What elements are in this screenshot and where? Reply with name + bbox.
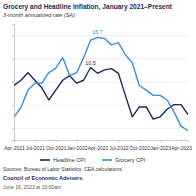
x-tick: Jan-2022: [67, 140, 88, 151]
x-tick: Jul-2022: [109, 140, 128, 151]
y-tick: [12, 59, 14, 60]
x-tick: Oct-2021: [46, 140, 67, 151]
legend: Headline CPI Grocery CPI: [40, 157, 146, 163]
x-tick-mark: [98, 140, 99, 142]
title: Grocery and Headline Inflation, January …: [3, 3, 173, 11]
x-axis-line: [15, 141, 189, 143]
x-tick-label: Jul-2021: [26, 145, 45, 151]
y-tick: [12, 105, 14, 106]
subtitle: 3-month annualized rate (SA): [3, 12, 75, 18]
plot-area: [14, 37, 188, 130]
y-tick-mark: [12, 59, 14, 60]
y-axis-line: [12, 25, 15, 141]
x-tick: Jul-2021: [26, 140, 45, 151]
x-tick-mark: [118, 140, 119, 142]
note: Council of Economic Advisers: [3, 175, 82, 181]
x-tick-mark: [77, 140, 78, 142]
grid-line: [14, 128, 188, 129]
data-label: 15.7: [92, 29, 103, 35]
y-axis: [12, 25, 15, 141]
grid: [14, 36, 188, 129]
note: Sources: Bureau of Labor Statistics; CEA…: [3, 166, 123, 172]
y-tick-mark: [12, 82, 14, 83]
x-tick-label: Apr-2021: [4, 145, 25, 151]
y-tick: [12, 36, 14, 37]
legend-swatch: [102, 159, 112, 161]
x-tick-label: Jul-2022: [109, 145, 128, 151]
legend-swatch: [40, 159, 50, 161]
y-tick: [12, 82, 14, 83]
x-tick: Jan-2023: [150, 140, 171, 151]
grid-line: [14, 105, 188, 106]
legend-label: Headline CPI: [53, 157, 86, 163]
x-tick-mark: [139, 140, 140, 142]
x-tick-mark: [14, 140, 15, 142]
legend-label: Grocery CPI: [115, 157, 146, 163]
x-tick-label: Oct-2021: [46, 145, 67, 151]
data-label: 10.5: [85, 60, 96, 66]
x-tick-label: Jan-2022: [67, 145, 88, 151]
grid-line: [14, 58, 188, 59]
x-tick-label: Jan-2023: [150, 145, 171, 151]
x-tick-mark: [160, 140, 161, 142]
x-tick-mark: [181, 140, 182, 142]
x-tick-label: Apr-2022: [88, 145, 109, 151]
series-line: [14, 68, 188, 120]
x-tick-mark: [35, 140, 36, 142]
series-line: [14, 37, 188, 130]
grid-line: [14, 82, 188, 83]
y-tick-mark: [12, 36, 14, 37]
x-tick-label: Oct-2022: [129, 145, 150, 151]
x-tick-label: Apr-2023: [171, 145, 192, 151]
x-axis: Apr-2021Jul-2021Oct-2021Jan-2022Apr-2022…: [4, 140, 192, 151]
x-tick: Apr-2021: [4, 140, 25, 151]
data-labels: 10.5 15.7: [85, 29, 103, 65]
x-tick-mark: [56, 140, 57, 142]
y-tick: [12, 128, 14, 129]
note: June 16, 2023 at 10:00am: [3, 184, 61, 190]
chart: Grocery and Headline Inflation, January …: [0, 0, 196, 196]
x-tick: Apr-2022: [88, 140, 109, 151]
y-tick-mark: [12, 105, 14, 106]
y-tick-mark: [12, 128, 14, 129]
x-tick: Oct-2022: [129, 140, 150, 151]
x-tick: Apr-2023: [171, 140, 192, 151]
